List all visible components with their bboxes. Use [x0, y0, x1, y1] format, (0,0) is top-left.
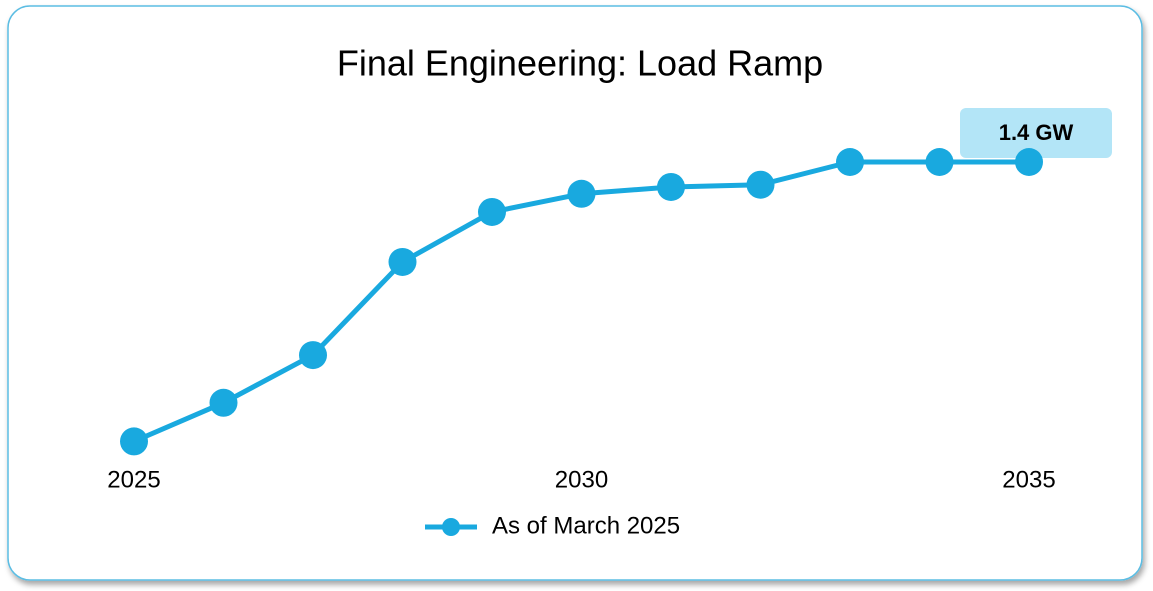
legend-marker — [442, 518, 460, 536]
data-point — [567, 179, 596, 208]
x-tick-label: 2025 — [107, 466, 160, 493]
x-tick-label: 2030 — [555, 466, 608, 493]
data-point — [120, 427, 148, 456]
data-point — [209, 388, 238, 417]
data-point — [746, 170, 775, 199]
chart-title: Final Engineering: Load Ramp — [337, 43, 823, 84]
data-point — [836, 148, 864, 176]
data-point — [388, 247, 417, 276]
x-tick-label: 2035 — [1002, 466, 1055, 493]
data-point — [478, 197, 506, 226]
data-point — [299, 341, 327, 370]
chart-frame — [7, 5, 1143, 581]
data-point — [1015, 148, 1043, 176]
legend-label: As of March 2025 — [492, 512, 680, 539]
annotation-box — [960, 108, 1112, 158]
annotation: 1.4 GW — [999, 120, 1074, 145]
data-point — [657, 172, 685, 201]
data-point — [925, 148, 954, 176]
